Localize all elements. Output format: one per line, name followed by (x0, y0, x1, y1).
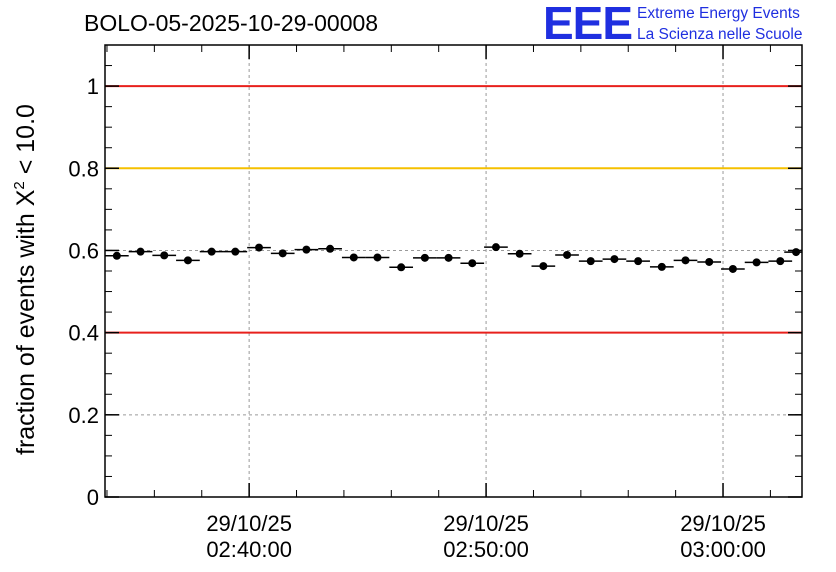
data-marker (326, 244, 335, 253)
data-marker (397, 263, 406, 272)
data-marker (349, 253, 358, 262)
data-point (176, 256, 200, 265)
data-series (105, 243, 802, 273)
data-marker (373, 253, 382, 262)
data-marker (792, 248, 801, 257)
eee-logo-line2: La Scienza nelle Scuole (637, 26, 803, 43)
data-marker (136, 247, 145, 256)
axes: 00.20.40.60.8129/10/2502:40:0029/10/2502… (68, 44, 802, 562)
y-axis-label-suffix: < 10.0 (12, 104, 40, 181)
y-tick-label: 0.8 (68, 156, 99, 181)
data-point (436, 253, 461, 262)
data-marker (468, 259, 477, 268)
data-point (318, 244, 342, 253)
y-axis-label-prefix: fraction of events with (12, 206, 40, 455)
data-marker (634, 257, 643, 266)
data-point (626, 257, 650, 266)
x-tick-label-date: 29/10/25 (443, 511, 529, 536)
data-point (784, 248, 802, 257)
data-point (128, 247, 153, 256)
data-point (507, 249, 532, 258)
y-axis-label-exponent: 2 (11, 181, 28, 189)
data-point (768, 257, 793, 266)
data-point (341, 253, 366, 262)
data-marker (563, 250, 572, 259)
chart-title: BOLO-05-2025-10-29-00008 (84, 10, 379, 36)
data-point (365, 253, 390, 262)
data-marker (444, 253, 453, 262)
eee-logo-mark: EEE (543, 0, 633, 49)
data-marker (705, 257, 714, 266)
data-point (105, 251, 129, 260)
data-point (413, 253, 437, 262)
data-marker (728, 264, 737, 273)
data-marker (420, 253, 429, 262)
data-marker (278, 249, 287, 258)
grid-lines (105, 45, 802, 498)
data-point (649, 262, 674, 271)
data-marker (610, 255, 619, 264)
data-point (294, 245, 319, 254)
reference-lines (105, 85, 802, 334)
y-tick-label: 0.6 (68, 238, 99, 263)
y-axis-label: fraction of events with X2 < 10.0 (11, 104, 40, 455)
x-tick-label-date: 29/10/25 (206, 511, 292, 536)
data-point (270, 249, 295, 258)
data-point (744, 258, 769, 267)
data-point (673, 256, 698, 265)
data-marker (681, 256, 690, 265)
data-point (721, 264, 745, 273)
x-tick-label-date: 29/10/25 (680, 511, 766, 536)
y-tick-label: 1 (87, 74, 99, 99)
x-tick-label-time: 03:00:00 (680, 537, 766, 562)
data-marker (657, 262, 666, 271)
data-point (152, 251, 177, 260)
data-marker (491, 243, 500, 252)
eee-logo-line1: Extreme Energy Events (637, 5, 800, 22)
y-tick-label: 0.4 (68, 321, 99, 346)
data-marker (515, 249, 524, 258)
data-marker (539, 262, 548, 271)
y-axis-label-symbol: X (12, 189, 40, 206)
data-marker (752, 258, 761, 267)
eee-logo: EEE Extreme Energy Events La Scienza nel… (543, 0, 833, 49)
plot-frame (104, 44, 803, 498)
data-marker (586, 257, 595, 266)
data-marker (302, 245, 311, 254)
data-point (484, 243, 508, 252)
data-point (389, 263, 414, 272)
data-marker (112, 251, 121, 260)
y-tick-label: 0 (87, 485, 99, 510)
data-point (247, 243, 271, 252)
data-point (555, 250, 579, 259)
data-marker (160, 251, 169, 260)
data-marker (231, 247, 240, 256)
y-tick-label: 0.2 (68, 403, 99, 428)
data-point (578, 257, 603, 266)
data-marker (183, 256, 192, 265)
data-point (602, 255, 627, 264)
data-point (460, 259, 485, 268)
x-tick-label-time: 02:40:00 (206, 537, 292, 562)
x-tick-label-time: 02:50:00 (443, 537, 529, 562)
data-point (531, 262, 556, 271)
data-point (697, 257, 722, 266)
data-marker (255, 243, 264, 252)
data-point (199, 247, 224, 256)
data-marker (207, 247, 216, 256)
data-marker (776, 257, 785, 266)
data-point (223, 247, 248, 256)
